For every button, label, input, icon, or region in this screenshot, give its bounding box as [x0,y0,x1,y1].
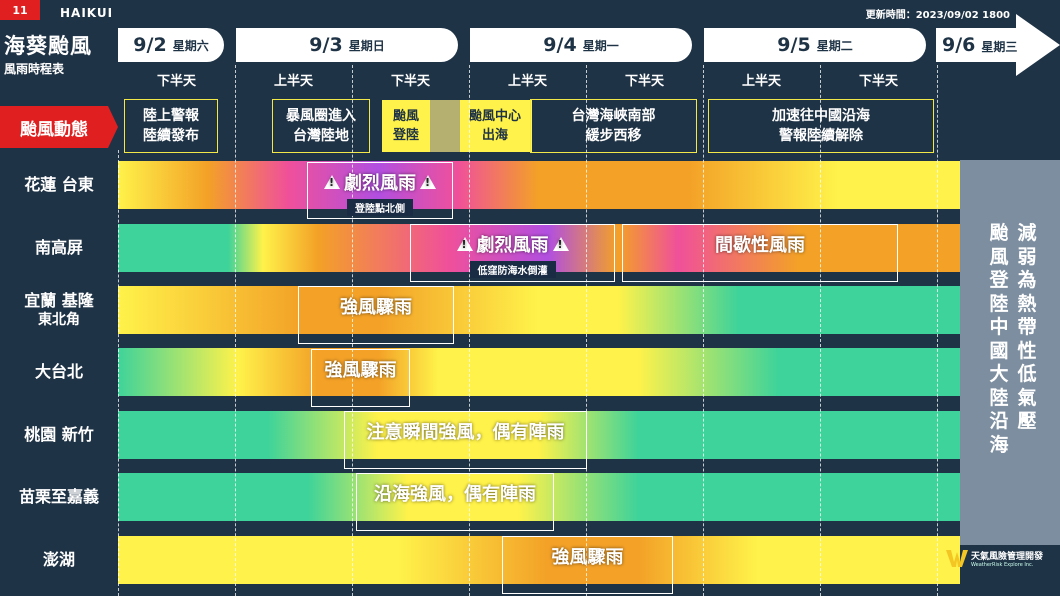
half-day-label: 上半天 [507,74,547,89]
intensity-bar-hualien [118,161,960,209]
date-tab-4: 9/5 星期二 [704,28,926,62]
status-landing: 颱風 登陸 [392,108,419,144]
status-box: 加速往中國沿海 警報陸續解除 [708,99,934,153]
region-label: 澎湖 [0,530,118,590]
half-day-label: 下半天 [390,74,430,89]
date-weekday: 星期二 [816,38,853,53]
event-title-text: 強風驟雨 [324,360,397,381]
region-name: 澎湖 [42,550,75,570]
status-exit: 颱風中心 出海 [468,108,521,144]
date-weekday: 星期日 [348,38,385,53]
date-weekday: 星期三 [981,40,1018,54]
date-day: 9/2 [133,34,167,56]
event-title-text: 注意瞬間強風，偶有陣雨 [366,422,565,443]
side-panel [960,160,1060,545]
status-label: 颱風動態 [20,119,88,140]
event-title-text: 強風驟雨 [551,547,624,568]
half-day-divider [586,65,587,596]
region-name: 大台北 [34,362,83,382]
event-kaohsiung-severe: 劇烈風雨 低窪防海水倒灌 [410,224,615,282]
event-taipei: 強風驟雨 [311,349,410,407]
warning-icon [324,175,340,189]
next-date-arrow-icon [936,14,1060,76]
warning-icon [420,175,436,189]
date-day: 9/4 [543,34,577,56]
logo-mark-icon [946,550,968,567]
intensity-bar-taoyuan [118,411,960,459]
region-name: 宜蘭 基隆 [24,290,94,310]
half-day-divider [352,65,353,596]
event-kaohsiung-intermittent: 間歇性風雨 [622,224,898,282]
day-divider [469,65,470,596]
region-label: 桃園 新竹 [0,405,118,465]
day-divider [703,65,704,596]
page-title: 海葵颱風 [4,34,92,58]
region-label: 大台北 [0,342,118,402]
status-box: 暴風圈進入 台灣陸地 [272,99,370,153]
date-tab-1: 9/2 星期六 [118,28,224,62]
warning-icon [552,237,569,251]
date-day: 9/5 [777,34,811,56]
event-subtitle: 低窪防海水倒灌 [469,261,556,278]
side-text-weaken: 減弱為熱帶性低氣壓 [1017,222,1037,432]
status-box: 陸上警報 陸續發布 [124,99,218,153]
date-weekday: 星期六 [172,38,209,53]
status-box: 台灣海峽南部 緩步西移 [530,99,697,153]
date-day: 9/6 [942,34,976,56]
status-label-bg [0,106,118,148]
intensity-bar-miaoli [118,473,960,521]
region-label: 花蓮 台東 [0,155,118,215]
half-day-label: 下半天 [156,74,196,89]
company-logo: 天氣風險管理開發 WeatherRisk Explore Inc. [946,548,1043,568]
day-divider [937,65,938,596]
date-weekday: 星期一 [582,38,619,53]
half-day-label: 下半天 [624,74,664,89]
event-miaoli: 沿海強風，偶有陣雨 [356,473,554,531]
region-name: 花蓮 台東 [24,175,94,195]
half-day-divider [820,65,821,596]
half-day-label: 上半天 [741,74,781,89]
event-penghu: 強風驟雨 [502,536,673,594]
update-time: 更新時間：2023/09/02 1800 [865,10,1010,21]
half-day-label: 上半天 [273,74,313,89]
half-day-label: 下半天 [858,74,898,89]
region-label: 南高屏 [0,218,118,278]
event-title-text: 間歇性風雨 [715,235,805,256]
storm-name-en: HAIKUI [60,6,114,20]
region-name: 南高屏 [34,238,83,258]
landing-highlight [382,100,532,152]
day-divider [235,65,236,596]
side-text-landfall-china: 颱風登陸中國大陸沿海 [989,222,1009,456]
event-title: 劇烈風雨 [324,169,436,195]
date-tab-2: 9/3 星期日 [236,28,458,62]
page-subtitle: 風雨時程表 [4,62,65,76]
date-day: 9/3 [309,34,343,56]
event-title-text: 沿海強風，偶有陣雨 [374,484,536,505]
event-hualien: 劇烈風雨 登陸點北側 [307,162,453,219]
region-name: 苗栗至嘉義 [18,487,99,507]
event-title-text: 強風驟雨 [340,297,412,318]
logo-sub: WeatherRisk Explore Inc. [971,561,1034,568]
region-name-line2: 東北角 [38,312,80,329]
region-name: 桃園 新竹 [24,425,94,445]
slide-number-badge: 11 [0,0,40,20]
region-label: 宜蘭 基隆 東北角 [0,280,118,340]
event-subtitle: 登陸點北側 [347,199,413,216]
intensity-bar-taipei [118,348,960,396]
region-label: 苗栗至嘉義 [0,467,118,527]
event-taoyuan: 注意瞬間強風，偶有陣雨 [344,411,587,469]
event-title-text: 劇烈風雨 [476,235,549,256]
half-day-divider [118,150,119,596]
intensity-bar-yilan [118,286,960,334]
date-tab-3: 9/4 星期一 [470,28,692,62]
logo-name: 天氣風險管理開發 [971,551,1044,562]
event-yilan: 強風驟雨 [298,286,454,344]
event-title: 劇烈風雨 [456,231,569,257]
date-tab-5: 9/6 星期三 [942,34,1017,56]
event-title-text: 劇烈風雨 [344,173,416,194]
intensity-bar-penghu [118,536,960,584]
warning-icon [456,237,473,251]
